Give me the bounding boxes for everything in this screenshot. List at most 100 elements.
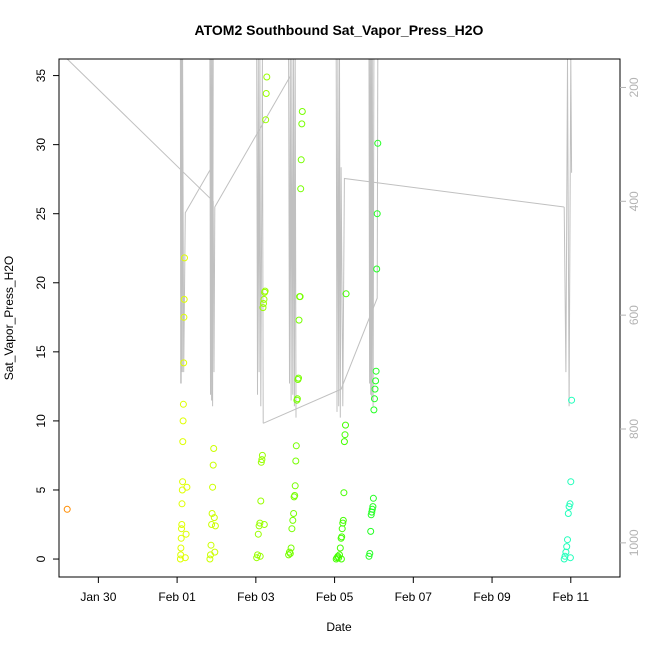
data-point-2-4	[208, 510, 216, 517]
data-point-1-8	[179, 478, 187, 486]
chart-title: ATOM2 Southbound Sat_Vapor_Press_H2O	[195, 22, 484, 38]
data-point-2-3	[208, 521, 216, 528]
data-point-3-14	[262, 116, 270, 124]
y-axis: 0 5 10 15 20 25 30 35	[34, 69, 59, 562]
data-point-4-8	[291, 492, 299, 499]
data-point-3-8	[258, 451, 266, 459]
x-tick-label-0: Jan 30	[80, 590, 116, 604]
data-point-1-10	[179, 417, 187, 425]
pressure-trace-1	[179, 58, 213, 384]
y-tick-label-7: 35	[34, 69, 48, 83]
data-point-5-13	[341, 431, 349, 439]
data-point-6-0	[365, 552, 373, 560]
data-point-3-16	[263, 73, 271, 81]
data-point-1-16	[181, 554, 189, 562]
data-point-5-15	[342, 290, 350, 298]
data-point-3-15	[262, 90, 270, 97]
data-point-6-15	[374, 139, 382, 147]
data-point-3-2	[254, 530, 262, 538]
data-point-6-1	[366, 550, 374, 557]
data-point-2-7	[210, 445, 218, 452]
y-tick-label-2: 10	[34, 414, 48, 428]
data-point-6-6	[369, 503, 377, 511]
pressure-trace-7	[368, 58, 375, 407]
data-point-1-17	[182, 530, 190, 538]
data-point-6-11	[372, 377, 380, 385]
y-tick-label-1: 5	[34, 486, 48, 493]
data-point-5-14	[342, 421, 349, 429]
y2-tick-label-3: 800	[627, 419, 641, 439]
data-point-5-7	[338, 533, 346, 541]
y-tick-label-6: 30	[34, 138, 48, 152]
data-point-6-12	[372, 367, 380, 375]
data-point-4-3	[287, 544, 295, 552]
data-point-1-0	[176, 555, 184, 563]
pressure-traces	[66, 58, 573, 424]
y2-tick-label-4: 1000	[627, 529, 641, 556]
data-point-1-13	[180, 313, 188, 321]
pressure-trace-8	[563, 58, 573, 407]
data-point-7-4	[564, 536, 571, 544]
data-point-4-11	[292, 442, 300, 450]
data-point-7-3	[563, 543, 571, 551]
data-point-3-9	[259, 304, 267, 312]
data-point-1-12	[180, 359, 188, 367]
data-point-4-4	[288, 525, 296, 533]
data-point-7-8	[567, 478, 575, 486]
plot-frame	[58, 58, 621, 578]
data-point-1-3	[177, 534, 185, 542]
data-point-4-20	[297, 156, 305, 164]
data-point-4-22	[298, 108, 306, 115]
data-point-1-18	[183, 483, 191, 491]
data-point-2-9	[211, 548, 219, 556]
data-point-4-5	[289, 516, 297, 524]
data-points	[63, 73, 576, 563]
data-point-4-15	[295, 374, 302, 382]
data-point-7-5	[564, 510, 572, 517]
data-point-3-0	[253, 554, 261, 562]
data-point-3-10	[260, 300, 267, 307]
y2-axis: 200 400 600 800 1000	[620, 77, 641, 556]
data-point-3-6	[257, 458, 265, 466]
data-point-4-13	[293, 395, 301, 403]
data-point-5-5	[336, 544, 344, 552]
data-point-4-19	[297, 185, 305, 193]
y-tick-label-5: 25	[34, 207, 48, 221]
pressure-trace-3	[256, 58, 264, 424]
data-point-4-0	[285, 551, 293, 559]
y2-tick-label-2: 600	[627, 305, 641, 325]
data-point-6-8	[370, 406, 378, 414]
y2-tick-label-0: 200	[627, 77, 641, 97]
pressure-trace-0	[66, 58, 291, 373]
data-point-2-1	[207, 551, 214, 559]
x-tick-label-4: Feb 07	[395, 590, 433, 604]
data-point-3-5	[257, 497, 265, 505]
data-point-6-9	[371, 395, 378, 403]
data-point-2-10	[211, 522, 219, 530]
data-point-0-0	[63, 505, 71, 513]
data-point-4-9	[291, 482, 299, 490]
pressure-trace-4	[288, 58, 297, 418]
x-tick-label-6: Feb 11	[553, 590, 590, 604]
data-point-1-6	[178, 500, 186, 508]
pressure-trace-5	[262, 58, 379, 424]
data-point-1-15	[181, 254, 188, 262]
data-point-3-11	[260, 295, 268, 303]
data-point-5-10	[339, 516, 347, 524]
data-point-2-2	[207, 541, 215, 549]
data-point-1-4	[178, 525, 185, 533]
y-axis-label: Sat_Vapor_Press_H2O	[2, 256, 16, 381]
data-point-6-13	[373, 265, 381, 273]
x-tick-label-3: Feb 05	[316, 590, 354, 604]
data-point-4-21	[298, 120, 306, 128]
data-point-5-12	[340, 438, 348, 446]
x-axis-label: Date	[326, 620, 352, 634]
data-point-1-5	[178, 521, 186, 528]
data-point-2-8	[210, 514, 218, 522]
data-point-5-9	[339, 519, 347, 527]
data-point-2-5	[209, 483, 217, 491]
x-axis: Jan 30 Feb 01 Feb 03 Feb 05 Feb 07 Feb 09 Feb …	[80, 577, 589, 604]
data-point-6-7	[369, 494, 377, 502]
y2-tick-label-1: 400	[627, 191, 641, 211]
